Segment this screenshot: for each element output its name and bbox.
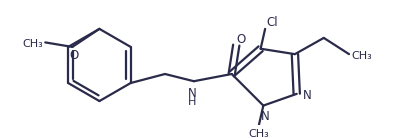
- Text: Cl: Cl: [266, 16, 277, 29]
- Text: N: N: [187, 87, 196, 100]
- Text: H: H: [187, 97, 196, 107]
- Text: N: N: [260, 110, 269, 123]
- Text: CH₃: CH₃: [22, 39, 43, 49]
- Text: O: O: [236, 33, 245, 46]
- Text: CH₃: CH₃: [248, 129, 269, 138]
- Text: CH₃: CH₃: [351, 51, 371, 61]
- Text: O: O: [70, 49, 79, 63]
- Text: N: N: [302, 89, 311, 102]
